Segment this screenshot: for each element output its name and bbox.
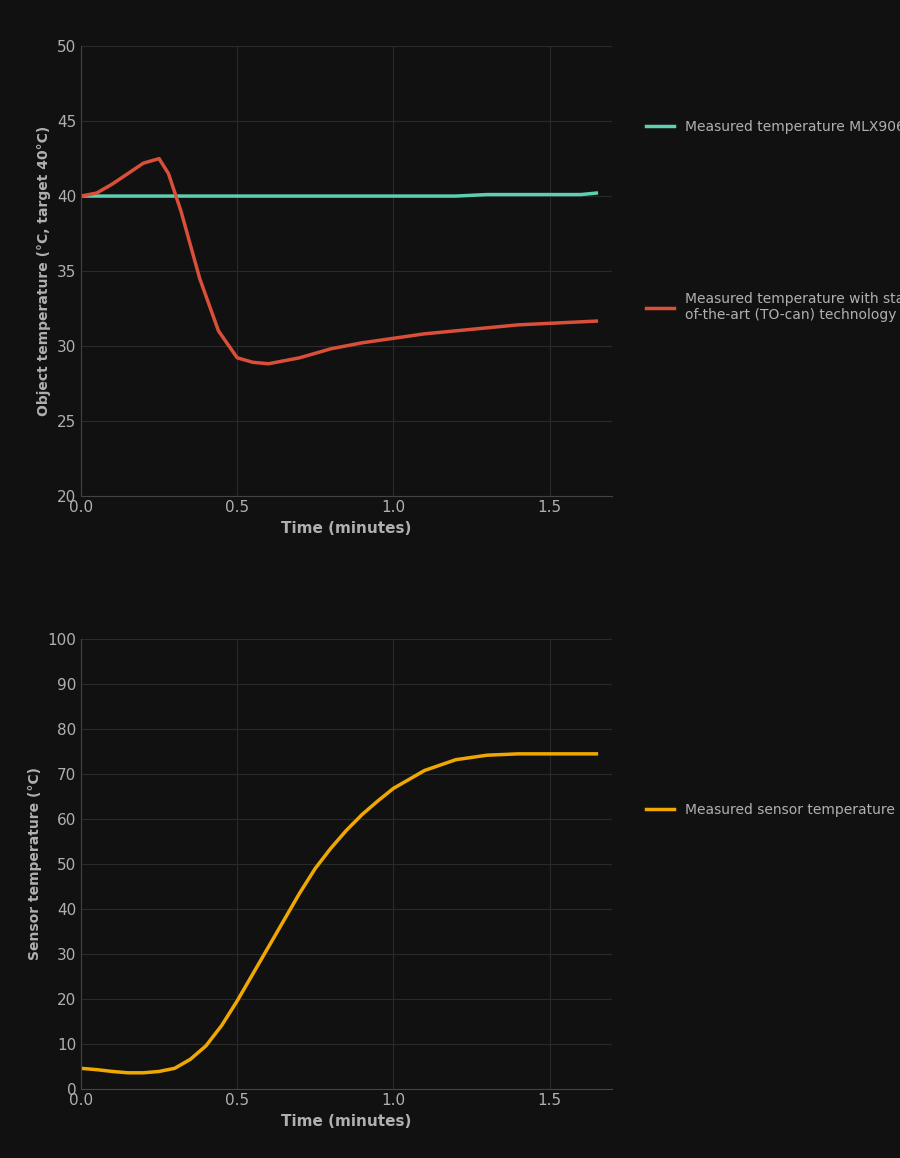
X-axis label: Time (minutes): Time (minutes) bbox=[282, 1114, 411, 1129]
X-axis label: Time (minutes): Time (minutes) bbox=[282, 521, 411, 536]
Legend: Measured temperature with state-
of-the-art (TO-can) technology: Measured temperature with state- of-the-… bbox=[640, 286, 900, 328]
Legend: Measured sensor temperature: Measured sensor temperature bbox=[640, 798, 900, 822]
Y-axis label: Object temperature (°C, target 40°C): Object temperature (°C, target 40°C) bbox=[37, 126, 51, 416]
Y-axis label: Sensor temperature (°C): Sensor temperature (°C) bbox=[28, 768, 41, 960]
